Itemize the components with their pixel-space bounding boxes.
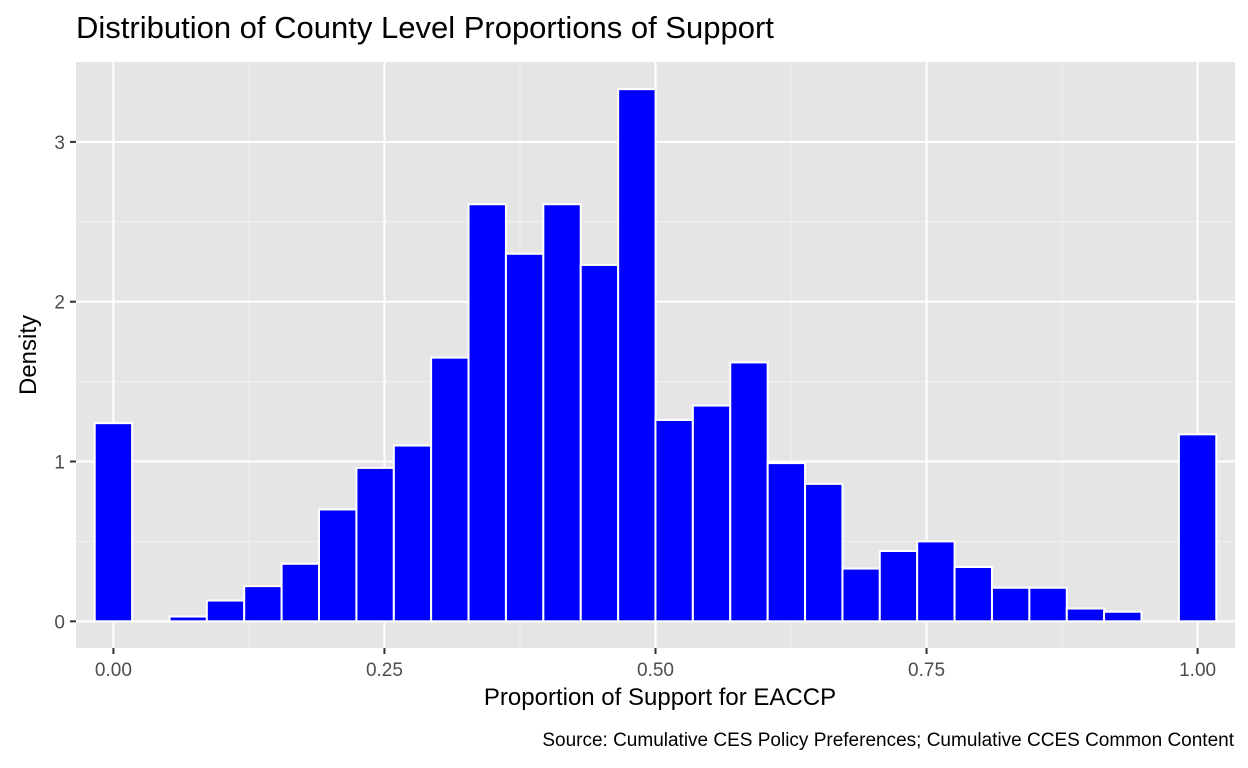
histogram-bar [878, 549, 919, 623]
histogram-bar [318, 508, 358, 623]
histogram-bar [841, 567, 881, 623]
x-tick-label: 0.00 [95, 660, 132, 681]
histogram-bar [430, 356, 470, 623]
histogram-bar [579, 263, 620, 623]
y-axis-label: Density [15, 315, 42, 395]
histogram-bar [1103, 610, 1143, 623]
histogram-bar [916, 540, 956, 623]
histogram-bar [691, 404, 732, 623]
histogram-bar [1065, 607, 1106, 623]
histogram-bar [990, 586, 1031, 623]
histogram-bar [953, 565, 993, 623]
histogram-bar [766, 462, 807, 623]
x-tick-label: 0.50 [637, 660, 674, 681]
histogram-bar [504, 252, 545, 623]
histogram-bar [729, 361, 769, 623]
y-tick-label: 3 [54, 133, 65, 154]
histogram-bar [392, 444, 433, 623]
x-tick-label: 0.75 [908, 660, 945, 681]
histogram-bar [355, 466, 395, 623]
histogram-bar [654, 418, 694, 623]
histogram-bar [542, 203, 582, 623]
histogram-bar [467, 203, 507, 623]
x-tick-label: 1.00 [1179, 660, 1216, 681]
chart-title: Distribution of County Level Proportions… [76, 10, 774, 45]
histogram-bar [1177, 433, 1218, 623]
source-caption: Source: Cumulative CES Policy Preference… [542, 730, 1234, 751]
histogram-bar [243, 585, 283, 623]
y-tick-label: 1 [54, 453, 65, 474]
x-tick-label: 0.25 [366, 660, 403, 681]
histogram-bar [93, 422, 134, 623]
histogram-bar [168, 615, 208, 623]
histogram-bar [804, 482, 844, 623]
histogram-bar [617, 88, 657, 623]
histogram-bar [1028, 586, 1068, 623]
x-axis-label: Proportion of Support for EACCP [483, 684, 837, 711]
y-tick-label: 0 [54, 612, 65, 633]
histogram-bar [280, 562, 321, 623]
y-tick-label: 2 [54, 293, 65, 314]
histogram-bar [205, 599, 246, 623]
